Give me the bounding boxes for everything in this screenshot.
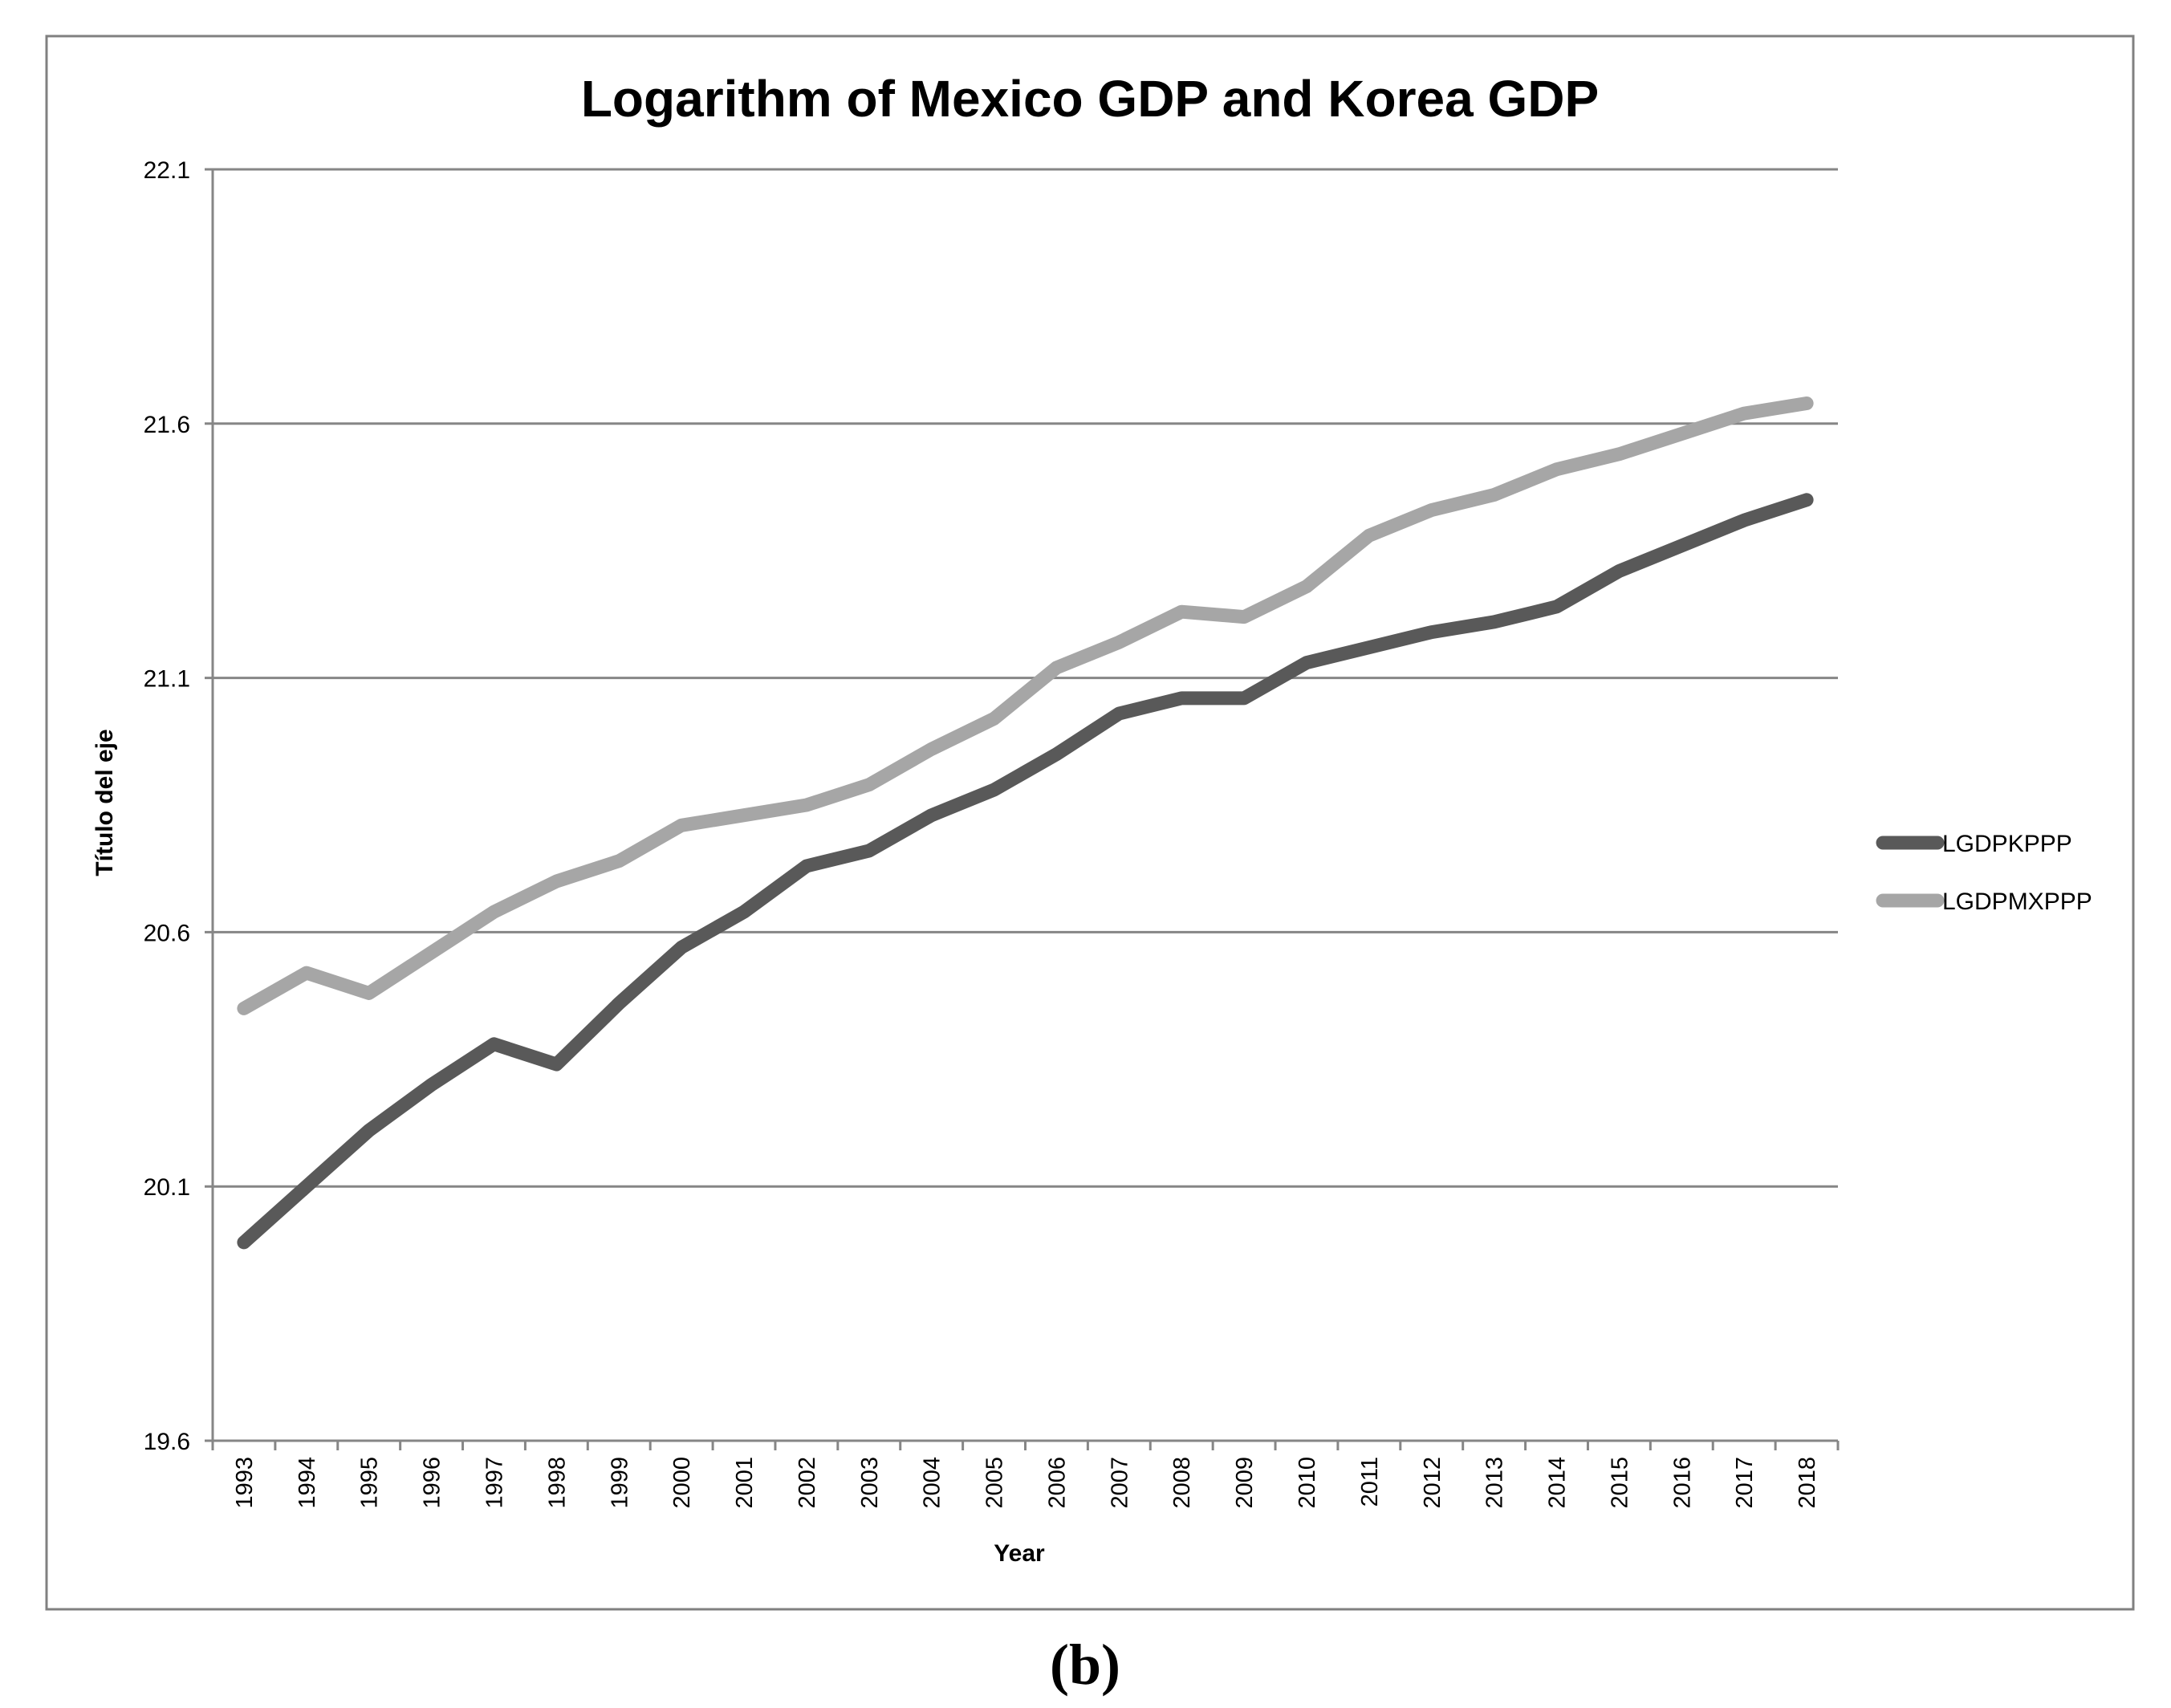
x-tick-label: 1994 (295, 1457, 320, 1509)
x-tick-label: 2002 (795, 1457, 820, 1509)
legend-label: LGDPMXPPP (1942, 889, 2092, 915)
x-tick-label: 1993 (232, 1457, 258, 1509)
x-tick-label: 2005 (982, 1457, 1008, 1509)
x-tick-label: 2018 (1795, 1457, 1820, 1509)
series-lines (237, 396, 1814, 1250)
x-tick-label: 2003 (857, 1457, 883, 1509)
y-tick-label: 20.6 (144, 920, 190, 946)
x-tick-label: 2009 (1232, 1457, 1258, 1509)
x-tick-label: 2012 (1420, 1457, 1445, 1509)
x-tick-label: 1995 (357, 1457, 383, 1509)
x-tick-label: 2004 (920, 1457, 945, 1509)
x-tick-label: 2008 (1169, 1457, 1195, 1509)
x-tick-label: 1999 (607, 1457, 632, 1509)
series-line-lgdpkppp (237, 493, 1814, 1250)
x-tick-label: 2014 (1545, 1457, 1571, 1509)
x-tick-label: 2017 (1732, 1457, 1758, 1509)
y-tick-label: 22.1 (144, 157, 190, 184)
y-axis-label: Título del eje (91, 729, 118, 876)
chart-frame (45, 35, 2135, 1611)
x-axis-label: Year (994, 1540, 1045, 1567)
axes (211, 169, 1840, 1450)
x-tick-label: 2015 (1607, 1457, 1632, 1509)
figure-caption: (b) (1050, 1633, 1120, 1697)
y-tick-labels: 19.6 20.1 20.6 21.1 21.6 22.1 (144, 157, 190, 1455)
series-line-lgdpmxppp (237, 396, 1814, 1015)
y-tick-label: 21.6 (144, 412, 190, 438)
x-tick-label: 2011 (1357, 1457, 1383, 1507)
x-tick-label: 2000 (669, 1457, 695, 1509)
legend: LGDPKPPP LGDPMXPPP (1876, 831, 2092, 915)
y-tick-label: 19.6 (144, 1429, 190, 1455)
x-tick-label: 2007 (1107, 1457, 1132, 1509)
x-tick-label: 2016 (1669, 1457, 1695, 1509)
x-tick-label: 2006 (1044, 1457, 1070, 1509)
chart-title: Logarithm of Mexico GDP and Korea GDP (581, 70, 1599, 128)
x-tick-label: 1996 (420, 1457, 445, 1509)
y-tick-label: 21.1 (144, 666, 190, 693)
gridlines (205, 168, 1838, 1442)
x-tick-label: 2010 (1295, 1457, 1320, 1509)
x-tick-label: 1997 (482, 1457, 507, 1509)
x-tick-label: 1998 (544, 1457, 570, 1509)
legend-label: LGDPKPPP (1942, 831, 2072, 857)
x-tick-label: 2001 (732, 1457, 758, 1509)
x-tick-label: 2013 (1482, 1457, 1508, 1509)
y-tick-label: 20.1 (144, 1174, 190, 1201)
x-tick-labels: 1993 1994 1995 1996 1997 1998 1999 2000 2001 2002… (232, 1457, 1820, 1509)
